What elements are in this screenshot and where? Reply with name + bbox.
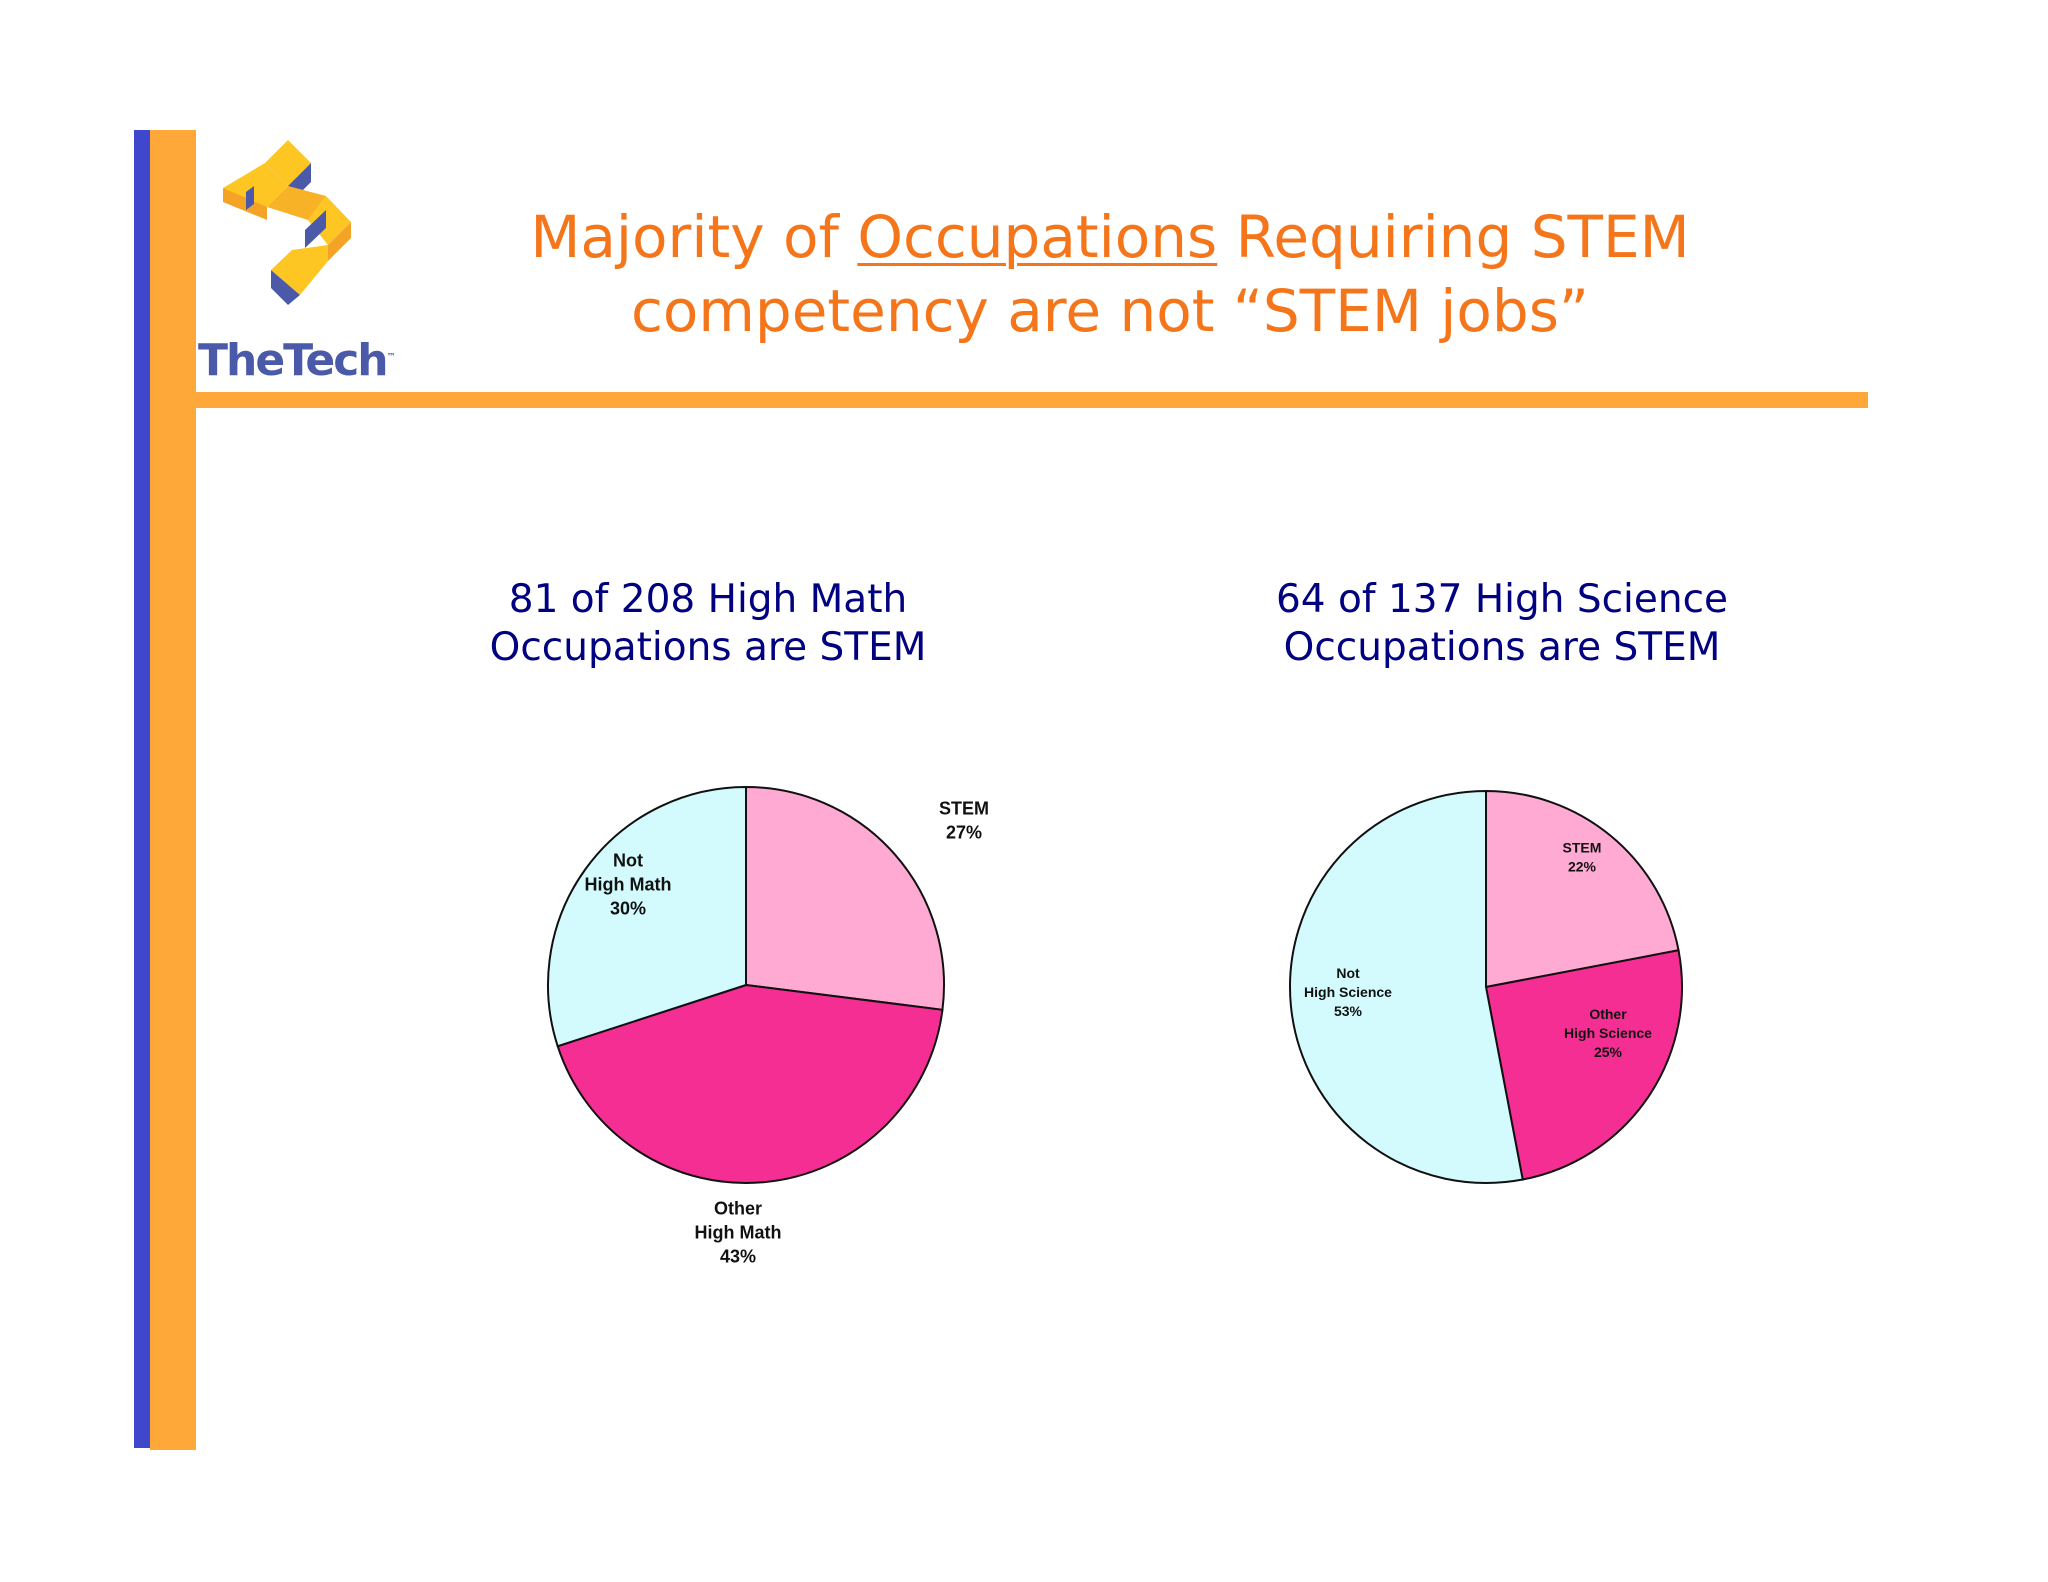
math-chart-title: 81 of 208 High Math Occupations are STEM <box>489 577 927 670</box>
pie-1-slice-1 <box>1484 949 1683 1181</box>
pie-1-label-2: Not High Science 53% <box>1304 965 1392 1019</box>
pie-1-slice-0 <box>1485 789 1680 989</box>
logo-wordmark: TheTech™ <box>198 335 396 386</box>
title-underlined-word: Occupations <box>857 203 1218 271</box>
science-chart-title: 64 of 137 High Science Occupations are S… <box>1275 577 1729 670</box>
pie-1-slice-2 <box>1289 789 1524 1184</box>
pie-0-slice-1 <box>556 983 944 1184</box>
pie-0-slice-0 <box>745 785 945 1011</box>
pie-0-label-0: STEM 27% <box>939 798 989 842</box>
pie-0-label-2: Not High Math 30% <box>585 850 672 918</box>
left-accent-bar-orange <box>150 130 196 1450</box>
pie-1-label-1: Other High Science 25% <box>1564 1006 1652 1060</box>
thetech-logo: TheTech™ <box>196 130 396 390</box>
pie-1-label-0: STEM 22% <box>1563 839 1602 874</box>
pie-0-label-1: Other High Math 43% <box>695 1198 782 1266</box>
left-accent-bar-blue <box>134 130 151 1448</box>
header-divider <box>196 392 1868 408</box>
page-title: Majority of Occupations Requiring STEM c… <box>530 203 1690 345</box>
logo-mark-icon <box>223 140 351 305</box>
pie-0-slice-2 <box>547 785 747 1048</box>
